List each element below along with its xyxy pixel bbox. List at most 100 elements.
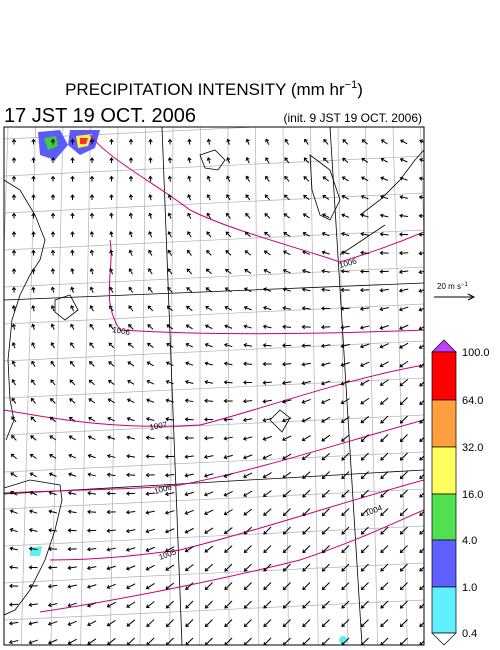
wind-arrow — [224, 600, 233, 609]
wind-arrow — [50, 323, 55, 330]
wind-arrow — [109, 212, 114, 219]
wind-arrow — [303, 157, 310, 164]
wind-arrow — [47, 565, 58, 570]
wind-arrow — [262, 361, 272, 367]
wind-arrow — [398, 288, 409, 293]
wind-arrow — [302, 545, 311, 554]
wind-arrow — [109, 231, 114, 238]
wind-arrow — [148, 138, 153, 145]
wind-arrow — [187, 231, 192, 238]
wind-arrow — [360, 250, 370, 255]
wind-arrow — [147, 324, 154, 330]
wind-arrow — [320, 362, 331, 367]
wind-arrow — [282, 250, 291, 256]
wind-arrow — [262, 490, 272, 497]
wind-arrow — [321, 452, 331, 461]
wind-arrow — [187, 138, 192, 145]
wind-arrow — [302, 508, 311, 517]
wind-arrow — [262, 380, 272, 385]
wind-arrow — [128, 157, 134, 163]
wind-arrow — [89, 249, 94, 256]
wind-reference-label: 20 m s−1 — [437, 282, 469, 291]
wind-arrow — [11, 341, 16, 349]
wind-arrow — [282, 526, 291, 535]
wind-arrow — [145, 546, 155, 552]
wind-arrow — [50, 360, 56, 367]
wind-arrow — [223, 527, 233, 534]
grid-line — [4, 282, 424, 301]
wind-arrow — [223, 436, 233, 441]
wind-arrow — [68, 453, 77, 459]
wind-arrow — [146, 361, 154, 367]
wind-arrow — [109, 157, 114, 163]
wind-arrow — [67, 546, 77, 552]
wind-arrow — [282, 306, 291, 311]
wind-arrow — [244, 231, 251, 238]
wind-arrow — [70, 157, 75, 163]
wind-arrow — [164, 473, 175, 478]
wind-arrow — [380, 194, 389, 200]
wind-arrow — [301, 343, 311, 348]
wind-arrow — [321, 471, 330, 480]
wind-arrow — [399, 342, 409, 349]
wind-arrow — [204, 361, 213, 366]
wind-arrow — [321, 489, 330, 498]
wind-arrow — [380, 397, 389, 405]
wind-arrow — [243, 508, 253, 516]
wind-arrow — [359, 287, 370, 293]
wind-arrow — [148, 194, 153, 201]
wind-arrow — [50, 157, 56, 163]
wind-arrow — [380, 619, 389, 628]
wind-arrow — [263, 508, 272, 516]
wind-arrow — [302, 526, 311, 535]
wind-arrow — [128, 268, 133, 275]
wind-arrow — [88, 416, 96, 422]
wind-arrow — [50, 342, 55, 349]
precipitation — [30, 130, 347, 644]
wind-arrow — [185, 324, 193, 330]
grid-line — [4, 303, 424, 325]
map-area: 1006 1006 1007 1006 1005 1004 — [4, 127, 424, 645]
wind-arrow — [48, 639, 58, 645]
wind-arrow — [87, 491, 97, 496]
wind-arrow — [380, 157, 388, 163]
wind-arrow — [302, 619, 311, 628]
wind-arrow — [321, 287, 331, 292]
wind-arrow — [30, 416, 37, 423]
wind-arrow — [165, 619, 174, 628]
wind-arrow — [245, 175, 251, 182]
wind-arrow — [185, 600, 194, 609]
wind-arrow — [167, 286, 173, 293]
wind-arrow — [360, 361, 370, 368]
wind-arrow — [399, 600, 408, 609]
wind-arrow — [282, 619, 291, 628]
wind-arrow — [321, 563, 330, 572]
wind-arrow — [380, 600, 389, 609]
title-exponent: −1 — [345, 79, 358, 91]
wind-arrow — [70, 323, 75, 330]
wind-arrow — [263, 268, 271, 274]
wind-arrow — [398, 306, 409, 312]
wind-arrow — [360, 563, 369, 572]
wind-arrow — [322, 213, 330, 219]
wind-arrow — [263, 600, 272, 609]
wind-arrow — [360, 508, 369, 517]
wind-arrow — [165, 379, 174, 385]
wind-arrow — [167, 175, 173, 182]
wind-arrow — [87, 472, 96, 477]
wind-arrow — [340, 250, 350, 255]
wind-arrow — [28, 527, 38, 533]
wind-arrow — [223, 398, 233, 404]
wind-arrow — [31, 212, 36, 219]
wind-arrow — [399, 397, 408, 406]
isobar-label: 1006 — [112, 325, 132, 337]
map-frame — [3, 126, 425, 646]
wind-arrow — [399, 232, 409, 237]
wind-arrow — [321, 231, 330, 237]
coastlines — [4, 149, 424, 616]
grid-line — [365, 127, 378, 645]
wind-arrow — [10, 453, 17, 460]
wind-arrow — [86, 565, 97, 571]
wind-arrow — [205, 268, 212, 275]
